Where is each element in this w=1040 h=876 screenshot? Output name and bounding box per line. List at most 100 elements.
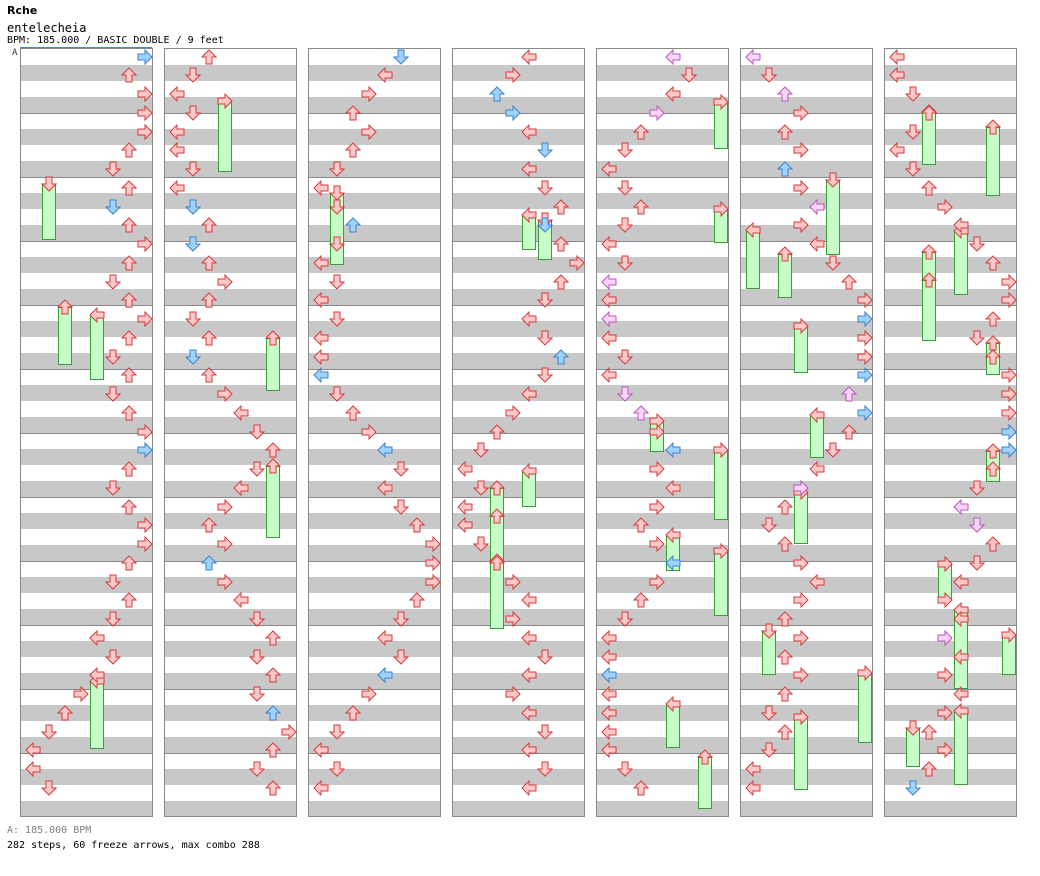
left-arrow-note [25, 761, 41, 777]
left-arrow-note [313, 780, 329, 796]
up-arrow-note [633, 124, 649, 140]
up-arrow-note [57, 705, 73, 721]
chart-column [164, 48, 297, 817]
right-arrow-note [937, 199, 953, 215]
left-arrow-note [521, 207, 537, 223]
down-arrow-note [537, 367, 553, 383]
measure-line [165, 305, 296, 306]
freeze-arrow [90, 681, 104, 749]
down-arrow-note [105, 199, 121, 215]
right-arrow-note [649, 105, 665, 121]
up-arrow-note [345, 405, 361, 421]
right-arrow-note [73, 686, 89, 702]
right-arrow-note [793, 142, 809, 158]
left-arrow-note [601, 292, 617, 308]
up-arrow-note [265, 330, 281, 346]
left-arrow-note [377, 630, 393, 646]
up-arrow-note [841, 386, 857, 402]
down-arrow-note [105, 574, 121, 590]
left-arrow-note [889, 142, 905, 158]
up-arrow-note [985, 443, 1001, 459]
down-arrow-note [537, 292, 553, 308]
measure-line [21, 561, 152, 562]
left-arrow-note [665, 527, 681, 543]
left-arrow-note [665, 86, 681, 102]
right-arrow-note [361, 424, 377, 440]
up-arrow-note [121, 142, 137, 158]
up-arrow-note [921, 105, 937, 121]
measure-line [597, 177, 728, 178]
left-arrow-note [169, 180, 185, 196]
down-arrow-note [617, 180, 633, 196]
down-arrow-note [185, 199, 201, 215]
right-arrow-note [857, 349, 873, 365]
right-arrow-note [1001, 386, 1017, 402]
up-arrow-note [121, 255, 137, 271]
down-arrow-note [473, 442, 489, 458]
left-arrow-note [521, 630, 537, 646]
right-arrow-note [649, 499, 665, 515]
measure-line [453, 305, 584, 306]
brand-label: Rche [7, 4, 38, 17]
left-arrow-note [169, 124, 185, 140]
left-arrow-note [457, 499, 473, 515]
left-arrow-note [601, 274, 617, 290]
up-arrow-note [409, 592, 425, 608]
down-arrow-note [825, 255, 841, 271]
up-arrow-note [633, 199, 649, 215]
measure-line [453, 241, 584, 242]
measure-line [885, 625, 1016, 626]
left-arrow-note [953, 217, 969, 233]
right-arrow-note [137, 105, 153, 121]
up-arrow-note [553, 199, 569, 215]
down-arrow-note [185, 67, 201, 83]
right-arrow-note [137, 442, 153, 458]
chart-column [308, 48, 441, 817]
down-arrow-note [617, 611, 633, 627]
up-arrow-note [553, 349, 569, 365]
up-arrow-note [201, 330, 217, 346]
down-arrow-note [393, 611, 409, 627]
left-arrow-note [889, 67, 905, 83]
right-arrow-note [137, 311, 153, 327]
measure-line [21, 433, 152, 434]
freeze-arrow [794, 717, 808, 790]
chart-info: BPM: 185.000 / BASIC DOUBLE / 9 feet [7, 35, 224, 46]
left-arrow-note [665, 480, 681, 496]
right-arrow-note [1001, 627, 1017, 643]
measure-line [309, 625, 440, 626]
up-arrow-note [265, 667, 281, 683]
measure-line [165, 369, 296, 370]
left-arrow-note [953, 574, 969, 590]
up-arrow-note [345, 105, 361, 121]
chart-column [20, 48, 153, 817]
right-arrow-note [793, 592, 809, 608]
freeze-arrow [42, 184, 56, 240]
freeze-arrow [266, 466, 280, 538]
up-arrow-note [985, 255, 1001, 271]
measure-line [885, 369, 1016, 370]
measure-line [309, 305, 440, 306]
freeze-arrow [746, 230, 760, 289]
chart-column [884, 48, 1017, 817]
right-arrow-note [937, 556, 953, 572]
measure-line [21, 241, 152, 242]
up-arrow-note [121, 592, 137, 608]
down-arrow-note [617, 386, 633, 402]
right-arrow-note [713, 543, 729, 559]
right-arrow-note [793, 555, 809, 571]
left-arrow-note [89, 630, 105, 646]
right-arrow-note [217, 574, 233, 590]
left-arrow-note [953, 649, 969, 665]
measure-line [597, 305, 728, 306]
right-arrow-note [857, 330, 873, 346]
right-arrow-note [1001, 274, 1017, 290]
left-arrow-note [457, 517, 473, 533]
left-arrow-note [233, 405, 249, 421]
down-arrow-note [617, 255, 633, 271]
right-arrow-note [361, 686, 377, 702]
up-arrow-note [985, 349, 1001, 365]
freeze-arrow [954, 711, 968, 785]
measure-line [597, 497, 728, 498]
right-arrow-note [937, 705, 953, 721]
